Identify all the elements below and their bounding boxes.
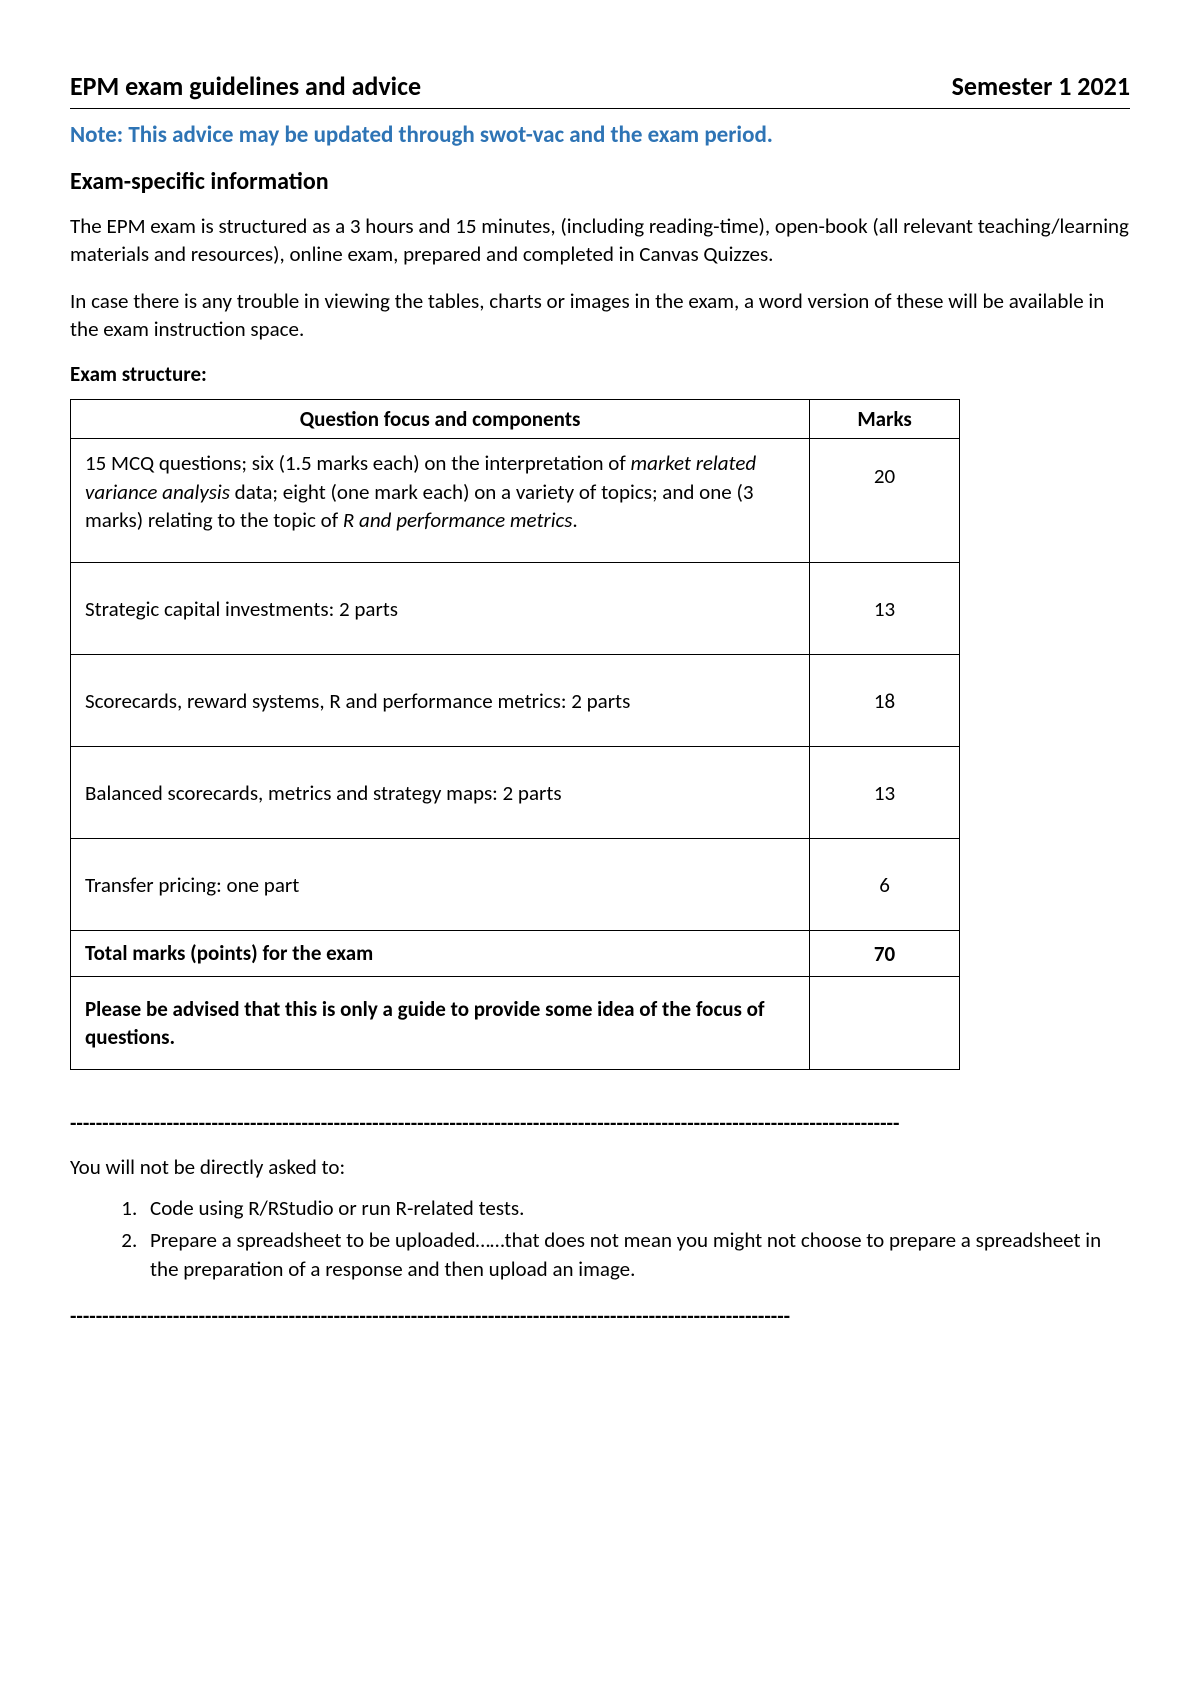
intro-para-2: In case there is any trouble in viewing … xyxy=(70,287,1130,344)
table-cell-empty xyxy=(810,976,960,1070)
table-row: 15 MCQ questions; six (1.5 marks each) o… xyxy=(71,439,960,563)
table-cell-focus: Strategic capital investments: 2 parts xyxy=(71,563,810,655)
list-item: Prepare a spreadsheet to be uploaded……th… xyxy=(142,1226,1130,1285)
table-cell-focus: Transfer pricing: one part xyxy=(71,839,810,931)
table-row: Balanced scorecards, metrics and strateg… xyxy=(71,747,960,839)
table-header-marks: Marks xyxy=(810,400,960,439)
page-header: EPM exam guidelines and advice Semester … xyxy=(70,70,1130,109)
update-note: Note: This advice may be updated through… xyxy=(70,121,1130,149)
page-title: EPM exam guidelines and advice xyxy=(70,70,421,102)
not-asked-intro: You will not be directly asked to: xyxy=(70,1154,1130,1180)
table-cell-total-label: Total marks (points) for the exam xyxy=(71,931,810,976)
divider-dashes: ----------------------------------------… xyxy=(70,1303,1130,1329)
table-row: Scorecards, reward systems, R and perfor… xyxy=(71,655,960,747)
text-segment: . xyxy=(572,507,577,533)
table-row: Strategic capital investments: 2 parts 1… xyxy=(71,563,960,655)
text-segment: 15 MCQ questions; six (1.5 marks each) o… xyxy=(85,450,631,476)
not-asked-list: Code using R/RStudio or run R-related te… xyxy=(70,1194,1130,1284)
table-cell-total-marks: 70 xyxy=(810,931,960,976)
list-item: Code using R/RStudio or run R-related te… xyxy=(142,1194,1130,1223)
table-header-focus: Question focus and components xyxy=(71,400,810,439)
text-italic: R and performance metrics xyxy=(343,507,573,533)
intro-para-1: The EPM exam is structured as a 3 hours … xyxy=(70,212,1130,269)
table-cell-marks: 20 xyxy=(810,439,960,563)
exam-structure-heading: Exam structure: xyxy=(70,361,1130,387)
page-semester: Semester 1 2021 xyxy=(952,70,1130,102)
exam-structure-table: Question focus and components Marks 15 M… xyxy=(70,399,960,1070)
table-cell-marks: 13 xyxy=(810,563,960,655)
table-cell-focus: 15 MCQ questions; six (1.5 marks each) o… xyxy=(71,439,810,563)
table-row: Transfer pricing: one part 6 xyxy=(71,839,960,931)
table-row-guide: Please be advised that this is only a gu… xyxy=(71,976,960,1070)
table-cell-marks: 6 xyxy=(810,839,960,931)
table-row-total: Total marks (points) for the exam 70 xyxy=(71,931,960,976)
table-cell-focus: Scorecards, reward systems, R and perfor… xyxy=(71,655,810,747)
table-cell-guide: Please be advised that this is only a gu… xyxy=(71,976,810,1070)
table-cell-focus: Balanced scorecards, metrics and strateg… xyxy=(71,747,810,839)
table-cell-marks: 13 xyxy=(810,747,960,839)
divider-dashes: ----------------------------------------… xyxy=(70,1110,1130,1136)
section-heading: Exam-specific information xyxy=(70,167,1130,196)
table-cell-marks: 18 xyxy=(810,655,960,747)
